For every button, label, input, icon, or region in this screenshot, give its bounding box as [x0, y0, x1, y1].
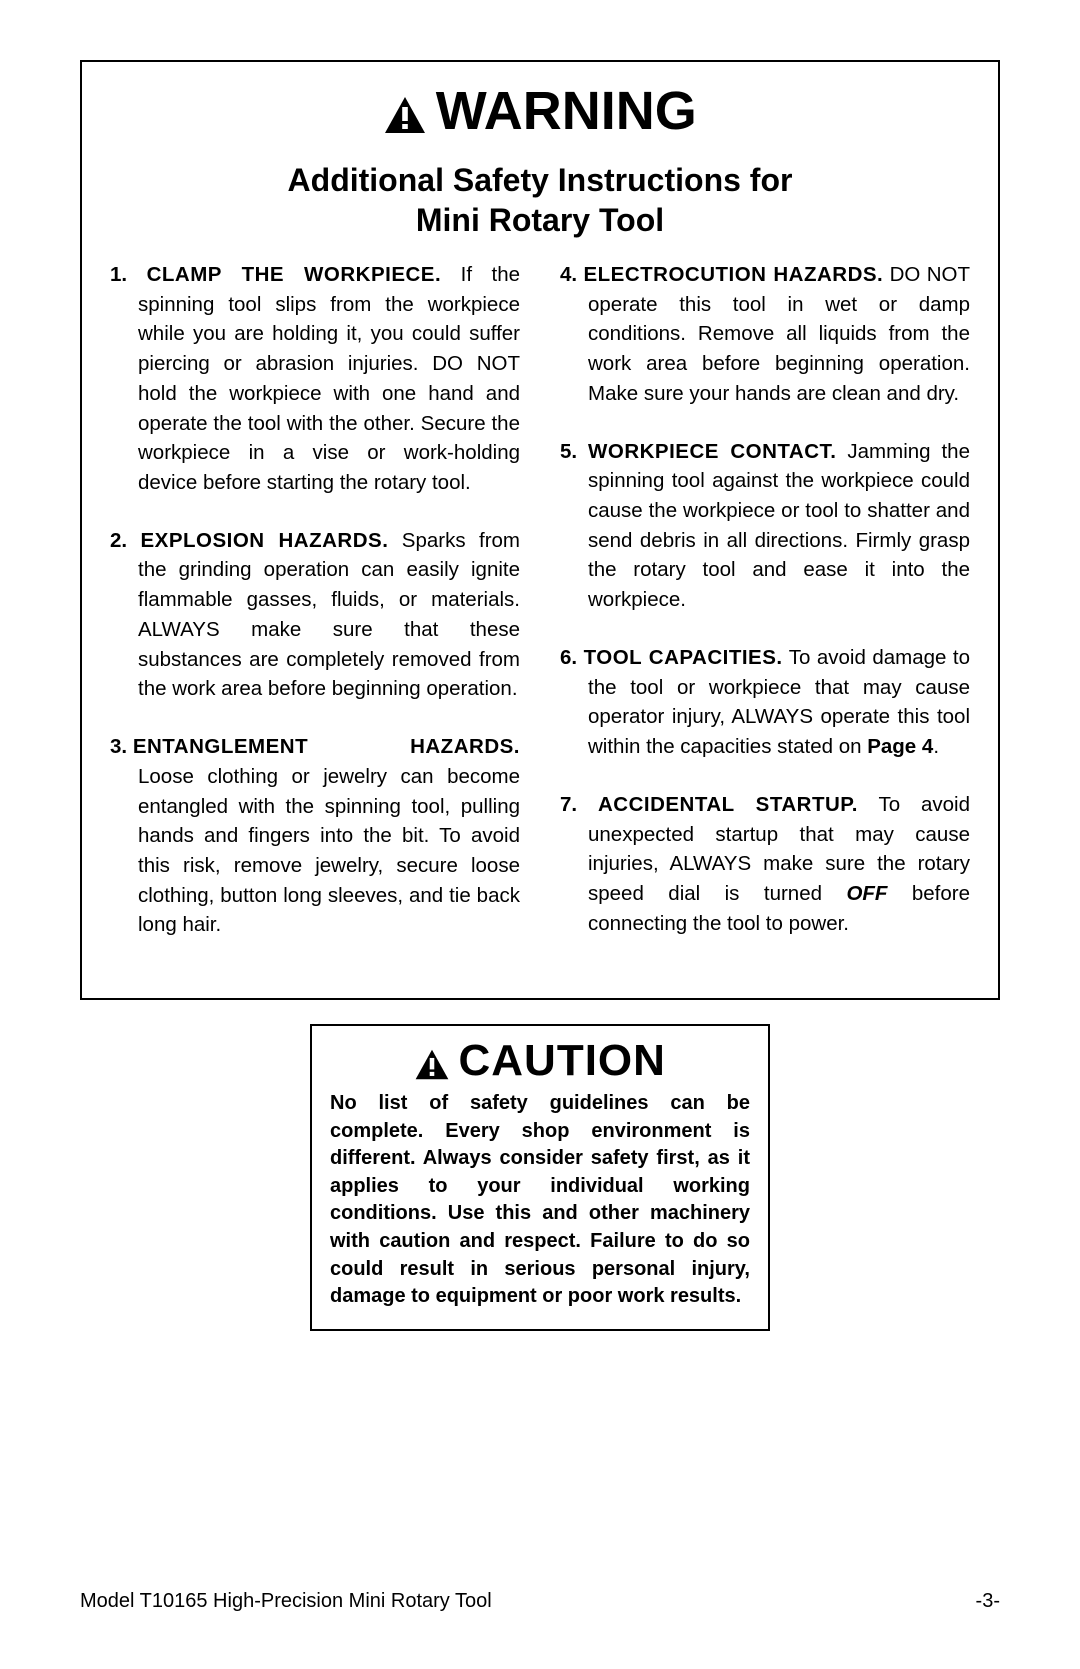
item-number: 5. [560, 440, 577, 463]
item-body-post: . [933, 735, 939, 758]
footer-page: -3- [976, 1590, 1000, 1613]
item-heading: CLAMP THE WORKPIECE. [147, 263, 442, 286]
caution-title: CAUTION [459, 1036, 666, 1085]
instruction-item: 3. ENTANGLEMENT HAZARDS. [110, 732, 520, 762]
instruction-item: 2. EXPLOSION HAZARDS. Sparks from the gr… [110, 526, 520, 704]
caution-triangle-icon [414, 1048, 450, 1086]
subtitle-line-2: Mini Rotary Tool [416, 202, 664, 238]
left-column: 1. CLAMP THE WORKPIECE. If the spinning … [110, 260, 520, 968]
warning-triangle-icon [383, 95, 427, 140]
item-heading: WORKPIECE CONTACT. [588, 440, 836, 463]
item-heading: ELECTROCUTION HAZARDS. [583, 263, 883, 286]
instruction-item: 6. TOOL CAPACITIES. To avoid damage to t… [560, 643, 970, 762]
item-number: 4. [560, 263, 577, 286]
instruction-columns: 1. CLAMP THE WORKPIECE. If the spinning … [110, 260, 970, 968]
instruction-item: 7. ACCIDENTAL STARTUP. To avoid unexpect… [560, 790, 970, 939]
off-word: OFF [846, 882, 887, 905]
item-body: Loose clothing or jewelry can become ent… [110, 762, 520, 940]
item-body: Sparks from the grinding operation can e… [138, 529, 520, 701]
page-reference: Page 4 [867, 735, 933, 758]
warning-box: WARNING Additional Safety Instructions f… [80, 60, 1000, 1000]
caution-box: CAUTION No list of safety guidelines can… [310, 1024, 770, 1331]
subtitle-line-1: Additional Safety Instructions for [288, 162, 793, 198]
item-number: 7. [560, 793, 577, 816]
item-body: If the spinning tool slips from the work… [138, 263, 520, 494]
instruction-item: 4. ELECTROCUTION HAZARDS. DO NOT operate… [560, 260, 970, 409]
footer: Model T10165 High-Precision Mini Rotary … [80, 1590, 1000, 1613]
warning-header: WARNING [110, 80, 970, 142]
item-heading: TOOL CAPACITIES. [584, 646, 783, 669]
warning-subtitle: Additional Safety Instructions for Mini … [110, 160, 970, 240]
instruction-item: 5. WORKPIECE CONTACT. Jamming the spinni… [560, 437, 970, 615]
caution-body: No list of safety guidelines can be comp… [330, 1090, 750, 1311]
footer-model: Model T10165 High-Precision Mini Rotary … [80, 1590, 492, 1613]
item-body: Jamming the spinning tool against the wo… [588, 440, 970, 612]
caution-header: CAUTION [330, 1036, 750, 1086]
item-heading: ACCIDENTAL STARTUP. [598, 793, 858, 816]
item-number: 3. [110, 735, 127, 758]
item-heading: EXPLOSION HAZARDS. [141, 529, 389, 552]
item-number: 1. [110, 263, 127, 286]
item-number: 2. [110, 529, 127, 552]
warning-title: WARNING [436, 81, 697, 141]
instruction-item: 1. CLAMP THE WORKPIECE. If the spinning … [110, 260, 520, 498]
right-column: 4. ELECTROCUTION HAZARDS. DO NOT operate… [560, 260, 970, 968]
item-heading: ENTANGLEMENT [133, 735, 308, 758]
item-number: 6. [560, 646, 577, 669]
